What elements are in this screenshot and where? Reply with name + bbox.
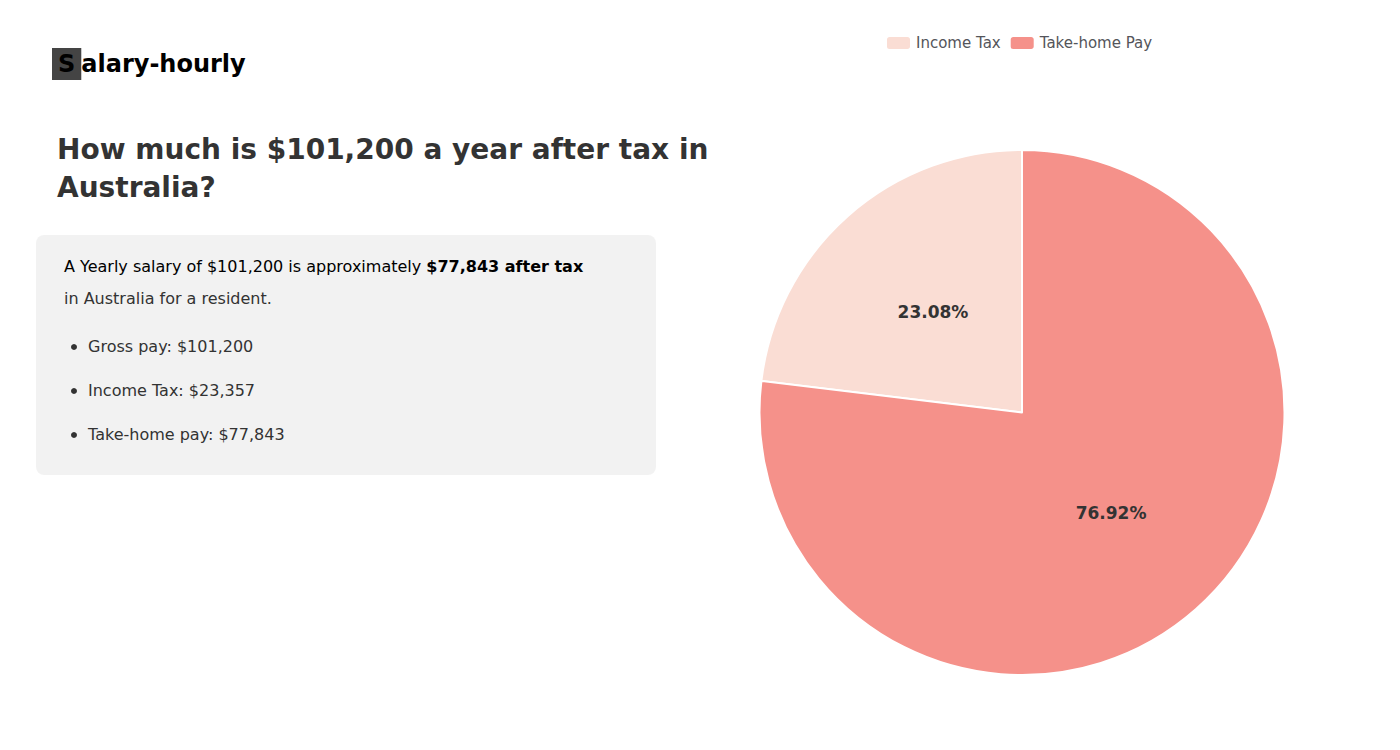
svg-text:76.92%: 76.92% xyxy=(1076,503,1147,523)
svg-text:Income Tax: Income Tax xyxy=(916,34,1001,52)
svg-text:How much is $101,200 a year af: How much is $101,200 a year after tax in xyxy=(57,133,708,166)
svg-text:A Yearly salary of $101,200 is: A Yearly salary of $101,200 is approxima… xyxy=(64,257,426,276)
svg-text:in Australia for a resident.: in Australia for a resident. xyxy=(64,289,272,308)
svg-text:Gross pay: $101,200: Gross pay: $101,200 xyxy=(88,337,253,356)
svg-text:Take-home pay: $77,843: Take-home pay: $77,843 xyxy=(87,425,285,444)
svg-text:23.08%: 23.08% xyxy=(898,302,969,322)
svg-text:alary-hourly: alary-hourly xyxy=(81,50,246,78)
svg-text:Income Tax: $23,357: Income Tax: $23,357 xyxy=(88,381,255,400)
svg-text:Take-home Pay: Take-home Pay xyxy=(1039,34,1153,52)
svg-text:Australia?: Australia? xyxy=(57,171,216,204)
svg-text:$77,843 after tax: $77,843 after tax xyxy=(426,257,584,276)
svg-text:S: S xyxy=(58,50,75,78)
